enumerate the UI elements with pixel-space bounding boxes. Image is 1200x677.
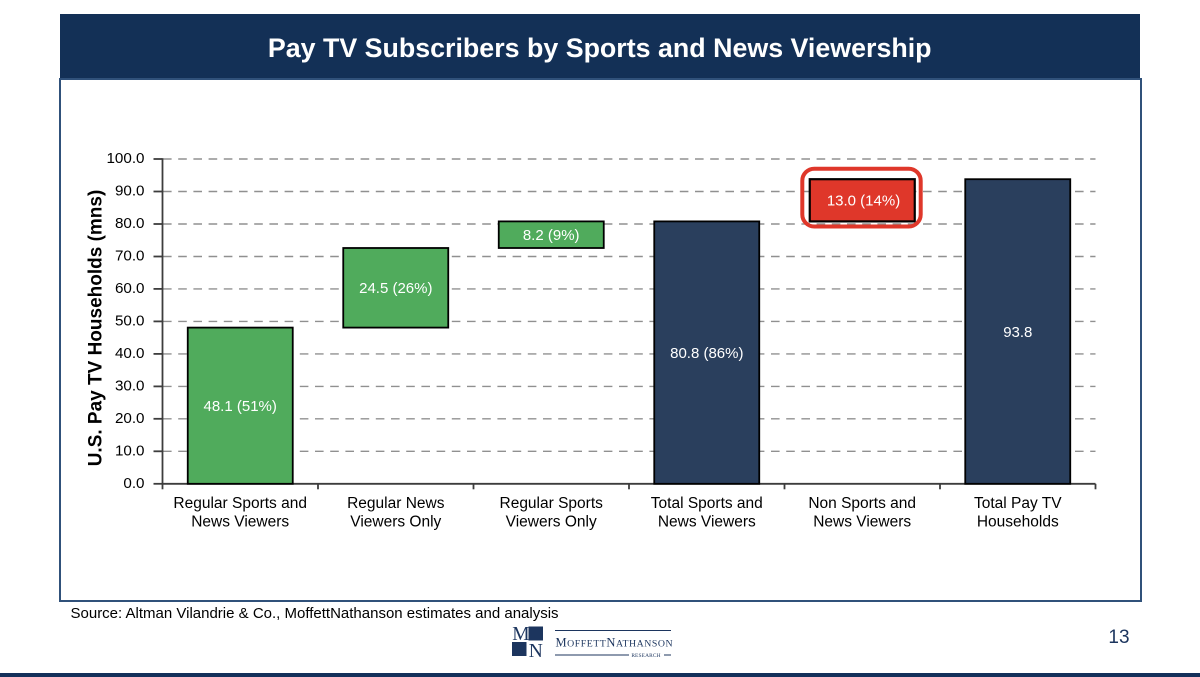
svg-text:10.0: 10.0 <box>115 442 145 459</box>
svg-text:Regular Sports: Regular Sports <box>500 495 604 512</box>
svg-text:Viewers Only: Viewers Only <box>506 514 597 531</box>
svg-text:News Viewers: News Viewers <box>658 514 756 531</box>
svg-text:40.0: 40.0 <box>115 345 145 362</box>
svg-text:U.S. Pay TV Households (mns): U.S. Pay TV Households (mns) <box>86 190 107 467</box>
svg-text:8.2 (9%): 8.2 (9%) <box>523 227 580 244</box>
svg-text:News Viewers: News Viewers <box>813 514 911 531</box>
svg-text:News Viewers: News Viewers <box>191 514 289 531</box>
svg-text:48.1 (51%): 48.1 (51%) <box>204 398 277 415</box>
svg-text:Regular News: Regular News <box>347 495 445 512</box>
svg-text:MOFFETTNATHANSON: MOFFETTNATHANSON <box>556 636 674 650</box>
svg-text:60.0: 60.0 <box>115 280 145 297</box>
svg-text:M: M <box>512 624 529 645</box>
svg-text:100.0: 100.0 <box>106 150 144 167</box>
svg-text:70.0: 70.0 <box>115 248 145 265</box>
svg-text:Total Pay TV: Total Pay TV <box>974 495 1062 512</box>
svg-text:0.0: 0.0 <box>123 475 144 492</box>
svg-text:80.8 (86%): 80.8 (86%) <box>670 345 743 362</box>
svg-text:13.0 (14%): 13.0 (14%) <box>827 193 900 210</box>
svg-text:50.0: 50.0 <box>115 313 145 330</box>
svg-text:Viewers Only: Viewers Only <box>350 514 441 531</box>
svg-text:N: N <box>529 641 543 662</box>
svg-text:Regular Sports and: Regular Sports and <box>173 495 307 512</box>
svg-text:20.0: 20.0 <box>115 410 145 427</box>
svg-text:90.0: 90.0 <box>115 183 145 200</box>
svg-text:Households: Households <box>977 514 1059 531</box>
svg-text:RESEARCH: RESEARCH <box>631 653 660 659</box>
svg-text:30.0: 30.0 <box>115 378 145 395</box>
svg-text:24.5 (26%): 24.5 (26%) <box>359 280 432 297</box>
svg-text:Total Sports and: Total Sports and <box>651 495 763 512</box>
svg-text:Non Sports and: Non Sports and <box>808 495 916 512</box>
svg-text:93.8: 93.8 <box>1003 324 1032 341</box>
svg-text:80.0: 80.0 <box>115 215 145 232</box>
